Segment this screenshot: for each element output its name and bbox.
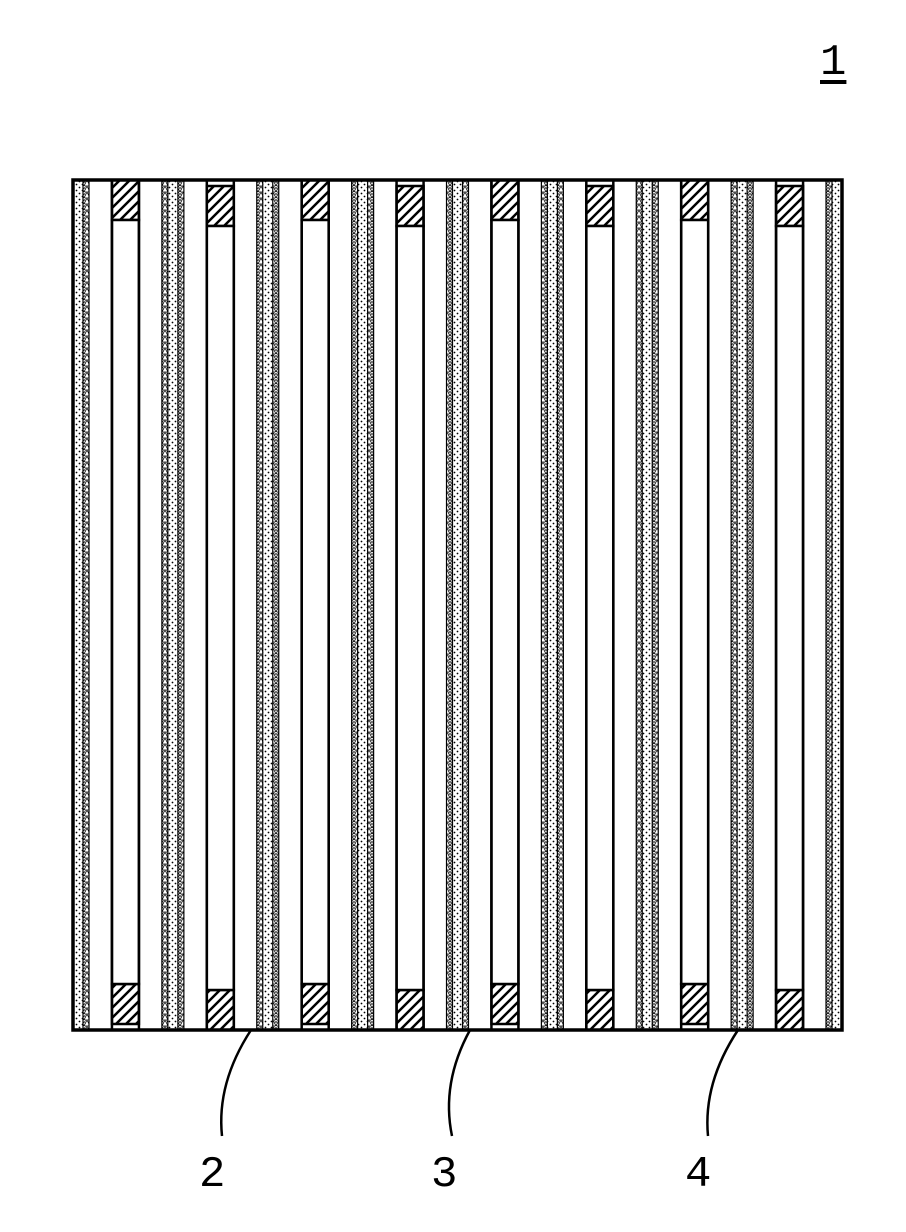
callout-label-4: 4 [685,1150,711,1200]
diagram-svg [0,0,906,1227]
callout-label-2: 2 [199,1150,225,1200]
callout-label-3: 3 [431,1150,457,1200]
cross-section-diagram [0,0,906,1227]
